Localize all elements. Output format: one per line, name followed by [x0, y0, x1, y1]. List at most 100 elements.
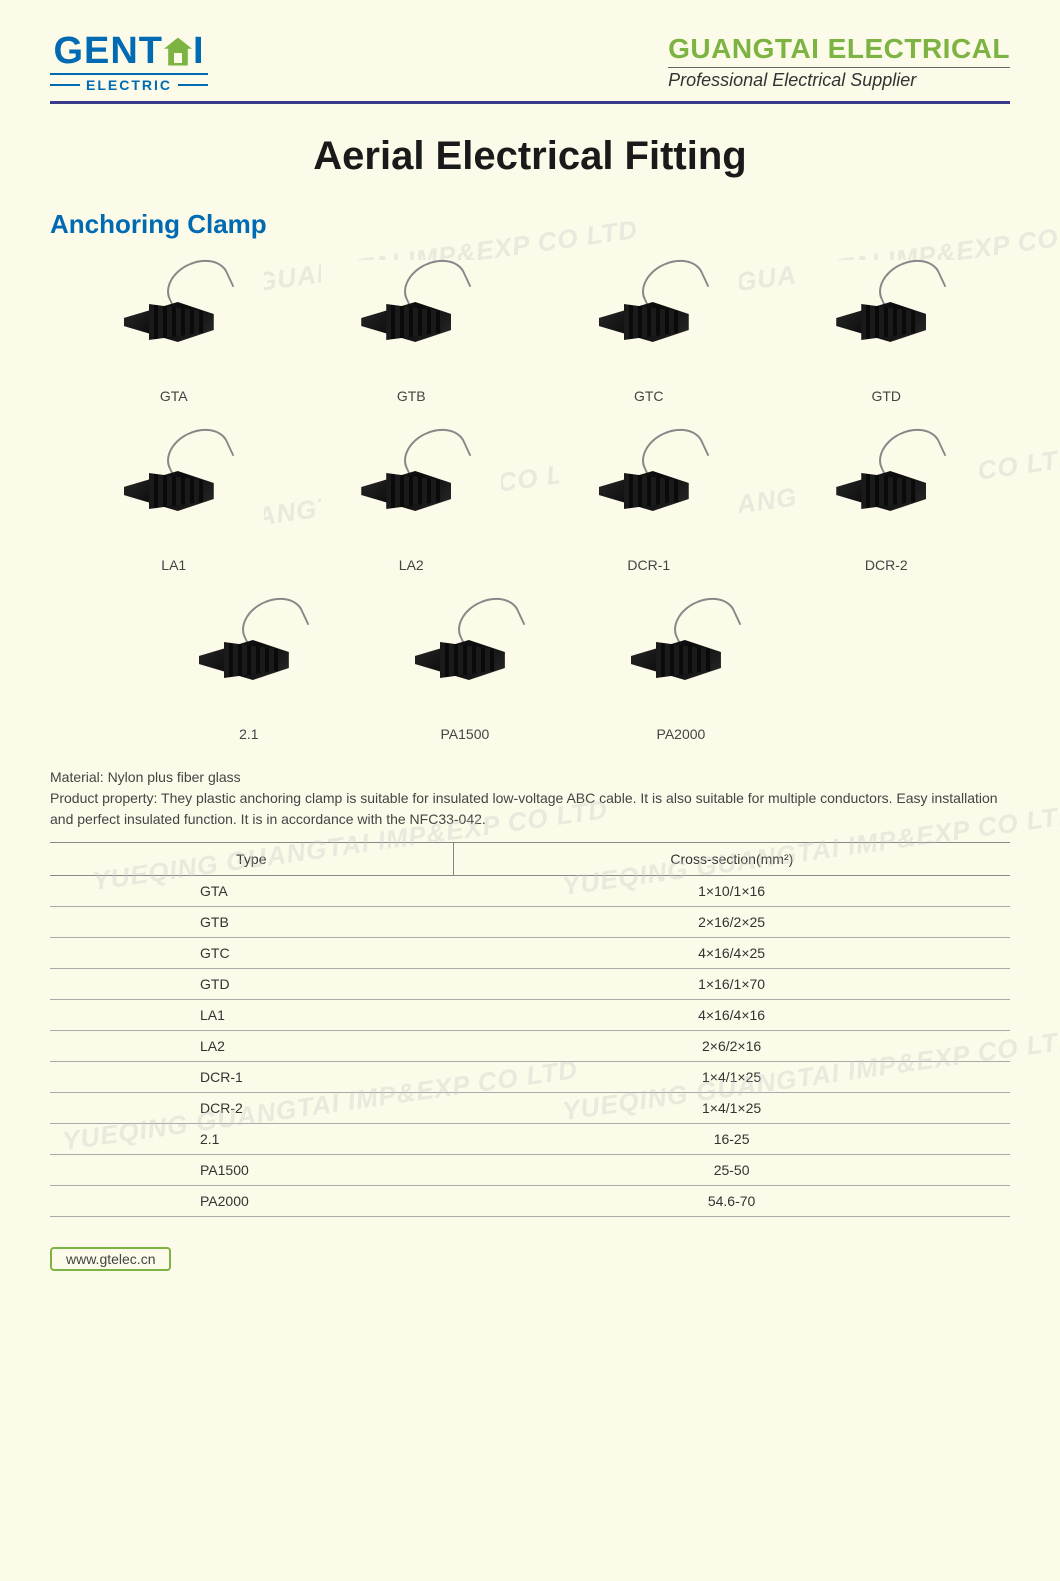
- clamp-illustration: [114, 290, 234, 350]
- page-footer: www.gtelec.cn: [50, 1247, 1010, 1271]
- logo-main-text: GENT I: [53, 30, 204, 73]
- product-label: 2.1: [239, 726, 258, 742]
- website-link[interactable]: www.gtelec.cn: [50, 1247, 171, 1271]
- cell-cross-section: 2×16/2×25: [453, 907, 1010, 938]
- product-image: [84, 429, 264, 549]
- header-right: GUANGTAI ELECTRICAL Professional Electri…: [668, 33, 1010, 93]
- cell-type: LA2: [50, 1031, 453, 1062]
- product-image: [591, 598, 771, 718]
- clamp-illustration: [189, 628, 309, 688]
- catalog-page: YUEQING GUANGTAI IMP&EXP CO LTDYUEQING G…: [0, 0, 1060, 1581]
- cell-type: DCR-1: [50, 1062, 453, 1093]
- product-item: PA1500: [372, 598, 558, 742]
- cell-cross-section: 54.6-70: [453, 1186, 1010, 1217]
- product-label: LA1: [161, 557, 186, 573]
- table-row: DCR-11×4/1×25: [50, 1062, 1010, 1093]
- product-item: GTD: [783, 260, 991, 404]
- product-item: 2.1: [156, 598, 342, 742]
- page-header: GENT I ELECTRIC GUANGTAI ELECTRICAL Prof…: [50, 30, 1010, 104]
- product-image: [559, 260, 739, 380]
- product-image: [796, 429, 976, 549]
- logo-text-right: I: [193, 30, 205, 73]
- cell-cross-section: 1×16/1×70: [453, 969, 1010, 1000]
- logo-text-left: GENT: [53, 30, 163, 73]
- cell-type: GTD: [50, 969, 453, 1000]
- product-item: DCR-1: [545, 429, 753, 573]
- cell-type: DCR-2: [50, 1093, 453, 1124]
- table-row: GTA1×10/1×16: [50, 876, 1010, 907]
- product-item: LA1: [70, 429, 278, 573]
- cell-cross-section: 25-50: [453, 1155, 1010, 1186]
- product-label: GTC: [634, 388, 664, 404]
- product-label: DCR-2: [865, 557, 908, 573]
- product-label: PA1500: [440, 726, 489, 742]
- cell-type: GTA: [50, 876, 453, 907]
- company-logo: GENT I ELECTRIC: [50, 30, 208, 93]
- product-item: LA2: [308, 429, 516, 573]
- product-item: DCR-2: [783, 429, 991, 573]
- clamp-illustration: [405, 628, 525, 688]
- product-description: Material: Nylon plus fiber glass Product…: [50, 767, 1010, 830]
- product-label: LA2: [399, 557, 424, 573]
- product-image: [321, 260, 501, 380]
- product-label: PA2000: [657, 726, 706, 742]
- table-row: GTC4×16/4×25: [50, 938, 1010, 969]
- clamp-illustration: [826, 290, 946, 350]
- cell-type: GTC: [50, 938, 453, 969]
- clamp-illustration: [351, 290, 471, 350]
- material-line: Material: Nylon plus fiber glass: [50, 767, 1010, 788]
- product-row-2: LA1 LA2 DCR-1 DCR-2: [50, 429, 1010, 573]
- cell-type: 2.1: [50, 1124, 453, 1155]
- product-item: GTC: [545, 260, 753, 404]
- cell-cross-section: 1×4/1×25: [453, 1093, 1010, 1124]
- table-row: PA150025-50: [50, 1155, 1010, 1186]
- cell-cross-section: 1×10/1×16: [453, 876, 1010, 907]
- product-image: [321, 429, 501, 549]
- cell-cross-section: 2×6/2×16: [453, 1031, 1010, 1062]
- product-label: GTB: [397, 388, 426, 404]
- clamp-illustration: [114, 459, 234, 519]
- cell-type: PA2000: [50, 1186, 453, 1217]
- col-cross-section: Cross-section(mm²): [453, 843, 1010, 876]
- cell-type: PA1500: [50, 1155, 453, 1186]
- product-label: DCR-1: [627, 557, 670, 573]
- cell-type: LA1: [50, 1000, 453, 1031]
- table-row: PA200054.6-70: [50, 1186, 1010, 1217]
- product-item: GTA: [70, 260, 278, 404]
- house-icon: [164, 38, 192, 66]
- product-row-1: GTA GTB GTC GTD: [50, 260, 1010, 404]
- col-type: Type: [50, 843, 453, 876]
- page-title: Aerial Electrical Fitting: [50, 134, 1010, 179]
- table-row: GTD1×16/1×70: [50, 969, 1010, 1000]
- product-image: [159, 598, 339, 718]
- table-row: LA22×6/2×16: [50, 1031, 1010, 1062]
- company-tagline: Professional Electrical Supplier: [668, 67, 1010, 91]
- product-image: [796, 260, 976, 380]
- product-image: [375, 598, 555, 718]
- product-image: [559, 429, 739, 549]
- table-row: DCR-21×4/1×25: [50, 1093, 1010, 1124]
- product-item: PA2000: [588, 598, 774, 742]
- product-item: GTB: [308, 260, 516, 404]
- property-line: Product property: They plastic anchoring…: [50, 788, 1010, 830]
- clamp-illustration: [589, 290, 709, 350]
- product-label: GTA: [160, 388, 188, 404]
- product-label: GTD: [871, 388, 901, 404]
- product-image: [84, 260, 264, 380]
- spec-table: Type Cross-section(mm²) GTA1×10/1×16GTB2…: [50, 842, 1010, 1217]
- cell-cross-section: 4×16/4×25: [453, 938, 1010, 969]
- cell-cross-section: 1×4/1×25: [453, 1062, 1010, 1093]
- cell-cross-section: 16-25: [453, 1124, 1010, 1155]
- table-row: LA14×16/4×16: [50, 1000, 1010, 1031]
- table-row: 2.116-25: [50, 1124, 1010, 1155]
- cell-type: GTB: [50, 907, 453, 938]
- table-row: GTB2×16/2×25: [50, 907, 1010, 938]
- company-name: GUANGTAI ELECTRICAL: [668, 33, 1010, 65]
- clamp-illustration: [351, 459, 471, 519]
- cell-cross-section: 4×16/4×16: [453, 1000, 1010, 1031]
- clamp-illustration: [589, 459, 709, 519]
- table-header-row: Type Cross-section(mm²): [50, 843, 1010, 876]
- section-title: Anchoring Clamp: [50, 209, 1010, 240]
- product-row-3: 2.1 PA1500 PA2000: [50, 598, 1010, 742]
- clamp-illustration: [826, 459, 946, 519]
